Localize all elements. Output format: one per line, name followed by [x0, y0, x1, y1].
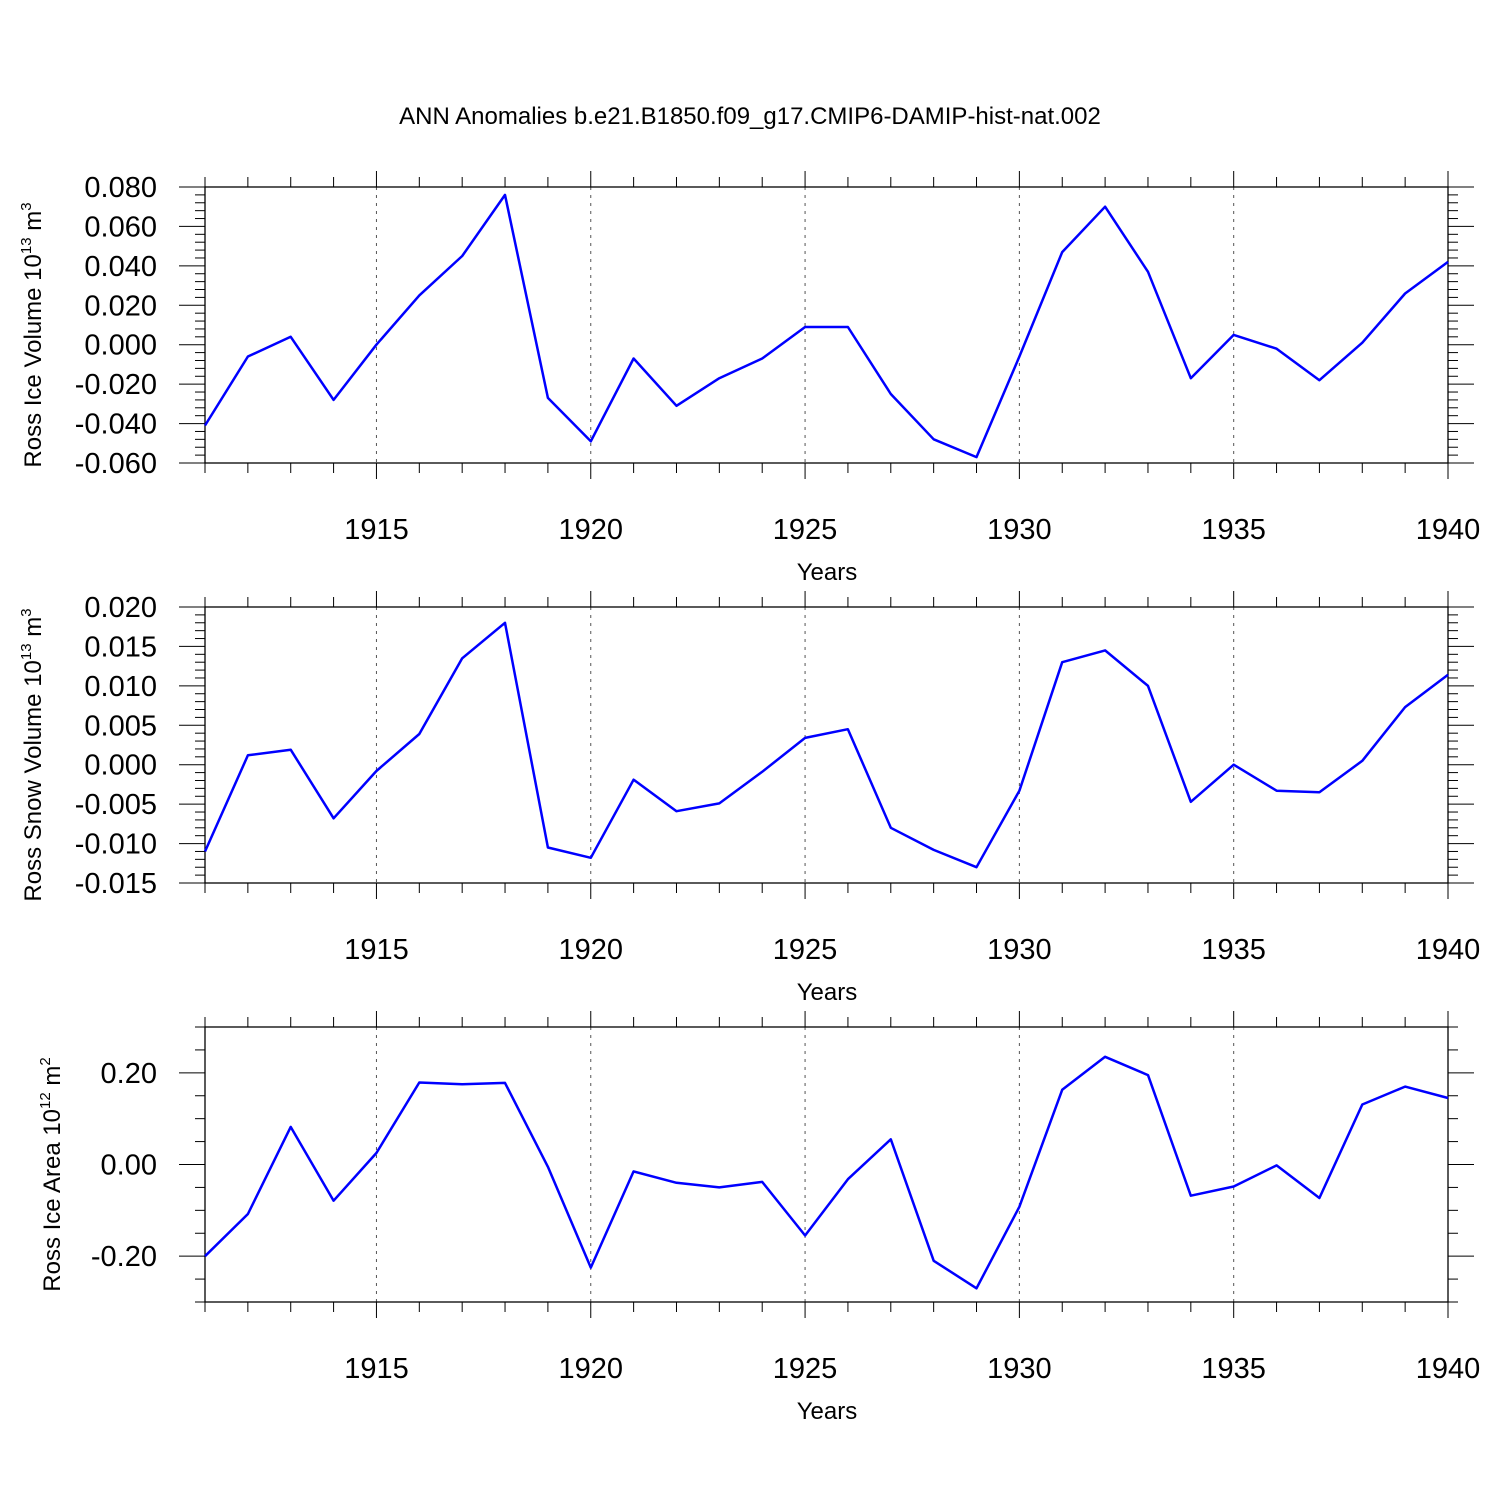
- x-tick-label: 1920: [559, 1353, 624, 1385]
- x-tick-label: 1940: [1416, 514, 1481, 546]
- series-line: [203, 621, 1449, 869]
- x-tick-label: 1925: [773, 1353, 838, 1385]
- y-tick-label: -0.015: [75, 868, 157, 900]
- y-axis-label: Ross Ice Area 1012 m2: [37, 1057, 66, 1291]
- series-line: [203, 193, 1449, 459]
- y-tick-label: 0.020: [84, 592, 157, 624]
- y-tick-label: -0.020: [75, 369, 157, 401]
- x-tick-label: 1935: [1201, 514, 1266, 546]
- x-tick-label: 1940: [1416, 1353, 1481, 1385]
- y-tick-label: 0.020: [84, 290, 157, 322]
- x-tick-label: 1940: [1416, 934, 1481, 966]
- x-tick-label: 1935: [1201, 934, 1266, 966]
- panel-1: -0.060 -0.040 -0.020 0.000 0.020 0.040 0.060 0.…: [18, 171, 1480, 586]
- y-tick-label: -0.005: [75, 789, 157, 821]
- x-axis-label: Years: [797, 1398, 858, 1425]
- y-tick-label: 0.015: [84, 631, 157, 663]
- x-tick-label: 1915: [344, 934, 409, 966]
- y-tick-label: 0.010: [84, 671, 157, 703]
- series-line: [204, 1055, 1449, 1290]
- y-axis-label: Ross Ice Volume 1013 m3: [18, 202, 47, 467]
- y-tick-label: 0.040: [84, 251, 157, 283]
- y-tick-label: 0.005: [84, 710, 157, 742]
- y-tick-label: -0.20: [91, 1241, 157, 1273]
- plot-frame: [204, 186, 1449, 464]
- y-tick-label: 0.080: [84, 172, 157, 204]
- x-tick-label: 1915: [344, 1353, 409, 1385]
- x-tick-label: 1930: [987, 1353, 1052, 1385]
- y-tick-label: 0.00: [101, 1150, 157, 1182]
- y-tick-label: 0.000: [84, 330, 157, 362]
- y-tick-label: -0.060: [75, 448, 157, 480]
- x-tick-label: 1915: [344, 514, 409, 546]
- y-tick-label: -0.010: [75, 829, 157, 861]
- x-axis-label: Years: [797, 559, 858, 586]
- y-tick-label: -0.040: [75, 409, 157, 441]
- y-tick-label: 0.20: [101, 1058, 157, 1090]
- plot-frame: [204, 1026, 1449, 1303]
- x-tick-label: 1925: [773, 934, 838, 966]
- plot-frame: [204, 606, 1449, 884]
- x-tick-label: 1920: [559, 514, 624, 546]
- panel-3: -0.20 0.00 0.20 1915 1920 1925 1930 1935 1940 Yea…: [37, 1011, 1480, 1425]
- panel-2: -0.015 -0.010 -0.005 0.000 0.005 0.010 0.015 0.…: [18, 591, 1480, 1006]
- x-tick-label: 1935: [1201, 1353, 1266, 1385]
- x-tick-label: 1930: [987, 934, 1052, 966]
- chart-title: ANN Anomalies b.e21.B1850.f09_g17.CMIP6-…: [399, 103, 1101, 130]
- y-tick-label: 0.060: [84, 211, 157, 243]
- x-axis-label: Years: [797, 979, 858, 1006]
- y-tick-label: 0.000: [84, 750, 157, 782]
- y-axis-label: Ross Snow Volume 1013 m3: [18, 608, 47, 901]
- x-tick-label: 1930: [987, 514, 1052, 546]
- x-tick-label: 1920: [559, 934, 624, 966]
- x-tick-label: 1925: [773, 514, 838, 546]
